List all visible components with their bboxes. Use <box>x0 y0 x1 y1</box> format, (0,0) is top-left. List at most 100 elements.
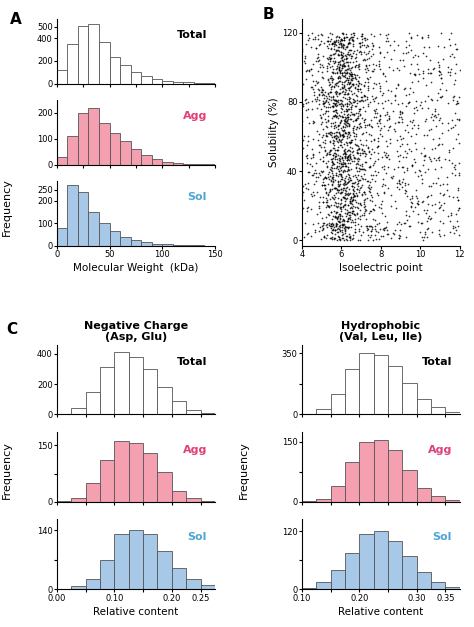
Point <box>424 164 432 174</box>
Point <box>407 59 414 69</box>
Point <box>333 145 341 155</box>
Point <box>349 184 356 194</box>
Point <box>406 83 413 93</box>
Point <box>363 176 371 186</box>
Point <box>317 29 325 40</box>
Point <box>319 224 327 234</box>
Point <box>427 68 434 78</box>
Point <box>369 214 377 224</box>
Point <box>430 63 438 73</box>
Point <box>339 149 346 159</box>
Point <box>342 85 349 95</box>
Point <box>403 165 410 175</box>
Point <box>359 164 366 174</box>
Point <box>438 118 446 128</box>
Point <box>342 120 349 130</box>
Point <box>331 78 339 88</box>
Point <box>357 31 365 41</box>
Point <box>313 78 321 88</box>
Point <box>342 29 349 39</box>
Point <box>334 179 342 189</box>
Point <box>331 147 338 157</box>
Point <box>336 154 344 164</box>
Point <box>435 229 443 239</box>
Point <box>379 174 386 184</box>
Point <box>345 132 353 142</box>
Point <box>340 80 347 90</box>
Point <box>349 206 357 216</box>
Point <box>418 233 425 243</box>
Bar <box>172 490 186 502</box>
Point <box>363 221 371 231</box>
Point <box>360 187 368 197</box>
Point <box>333 127 340 137</box>
Point <box>335 71 343 82</box>
Point <box>343 98 350 108</box>
Point <box>347 137 355 147</box>
Point <box>434 41 442 51</box>
Point <box>384 85 392 95</box>
Point <box>424 232 431 242</box>
Point <box>345 213 353 223</box>
Point <box>320 98 328 108</box>
Point <box>340 125 347 135</box>
Bar <box>374 440 388 502</box>
Point <box>436 139 443 149</box>
Point <box>319 51 327 61</box>
Point <box>338 76 346 87</box>
Point <box>343 101 350 111</box>
Point <box>344 114 352 124</box>
Point <box>334 127 341 137</box>
Point <box>325 39 332 49</box>
Point <box>421 150 429 160</box>
Point <box>340 149 348 159</box>
Point <box>410 206 417 216</box>
Point <box>335 88 343 98</box>
Point <box>345 37 353 47</box>
Bar <box>120 65 131 83</box>
Point <box>326 73 333 83</box>
Point <box>337 135 345 145</box>
Point <box>309 96 316 106</box>
Point <box>354 98 361 108</box>
Point <box>302 105 310 115</box>
Point <box>356 211 364 221</box>
Point <box>346 78 354 88</box>
Point <box>319 220 326 230</box>
Point <box>382 181 389 191</box>
Point <box>346 97 354 107</box>
Point <box>341 176 349 186</box>
X-axis label: Relative content: Relative content <box>93 607 179 617</box>
Point <box>351 177 358 187</box>
Point <box>333 157 340 167</box>
Bar <box>143 534 157 589</box>
Point <box>424 90 431 100</box>
Point <box>335 166 342 176</box>
Point <box>350 209 358 219</box>
Point <box>332 170 339 180</box>
Point <box>366 72 374 82</box>
Point <box>301 58 309 68</box>
Point <box>344 49 352 59</box>
Point <box>328 157 336 167</box>
Point <box>396 109 404 119</box>
Point <box>343 31 351 41</box>
Point <box>321 135 328 145</box>
Point <box>336 38 344 48</box>
Point <box>356 205 364 215</box>
Point <box>324 33 331 43</box>
Point <box>383 107 391 117</box>
Point <box>343 140 350 150</box>
Point <box>329 172 337 182</box>
Point <box>315 95 322 105</box>
Point <box>390 228 397 238</box>
Point <box>402 186 410 196</box>
Point <box>341 216 348 226</box>
Point <box>344 155 351 165</box>
Point <box>414 105 421 115</box>
Point <box>336 129 344 139</box>
Point <box>324 58 332 68</box>
Point <box>399 117 406 127</box>
Text: Frequency: Frequency <box>239 441 249 499</box>
Point <box>335 81 342 91</box>
